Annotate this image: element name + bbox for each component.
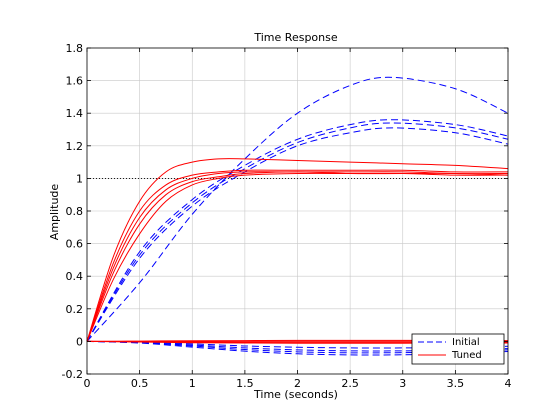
series-line-initial-1	[86, 119, 509, 342]
series-line-initial-0	[86, 76, 509, 342]
x-tick-label: 1.5	[236, 377, 254, 390]
y-tick-label: -0.2	[62, 368, 83, 381]
y-tick-label: 1.8	[66, 42, 84, 55]
series-line-tuned-9	[86, 169, 509, 342]
legend-label-tuned: Tuned	[451, 350, 482, 361]
legend-label-initial: Initial	[452, 337, 480, 348]
y-axis-label: Amplitude	[48, 184, 61, 241]
x-tick-label: 1	[189, 377, 196, 390]
y-tick-label: 0.2	[66, 303, 84, 316]
x-tick-label: 2	[294, 377, 301, 390]
x-tick-label: 0	[84, 377, 91, 390]
x-tick-label: 2.5	[341, 377, 359, 390]
legend: Initial Tuned	[411, 333, 505, 365]
chart-title: Time Response	[253, 31, 337, 44]
tick-layer: 0 0.5 1 1.5 2 2.5 3 3.5 4-0.200.20.40.60.811.21.…	[62, 42, 512, 390]
series-line-tuned-10	[86, 171, 509, 342]
y-tick-label: 0.4	[66, 270, 84, 283]
x-tick-label: 4	[505, 377, 512, 390]
legend-box	[411, 333, 505, 365]
y-tick-label: 1.4	[66, 107, 84, 120]
y-tick-label: 1.2	[66, 140, 84, 153]
series-line-initial-3	[86, 127, 509, 342]
x-tick-label: 3.5	[447, 377, 465, 390]
y-tick-label: 1.6	[66, 75, 84, 88]
series-line-tuned-12	[86, 172, 509, 342]
x-tick-label: 0.5	[131, 377, 149, 390]
y-tick-label: 1	[76, 172, 83, 185]
series-line-initial-2	[86, 122, 509, 342]
y-tick-label: 0.6	[66, 238, 84, 251]
series-line-tuned-8	[86, 158, 509, 342]
x-axis-label: Time (seconds)	[253, 388, 338, 401]
x-tick-label: 3	[399, 377, 406, 390]
y-tick-label: 0	[76, 335, 83, 348]
y-tick-label: 0.8	[66, 205, 84, 218]
